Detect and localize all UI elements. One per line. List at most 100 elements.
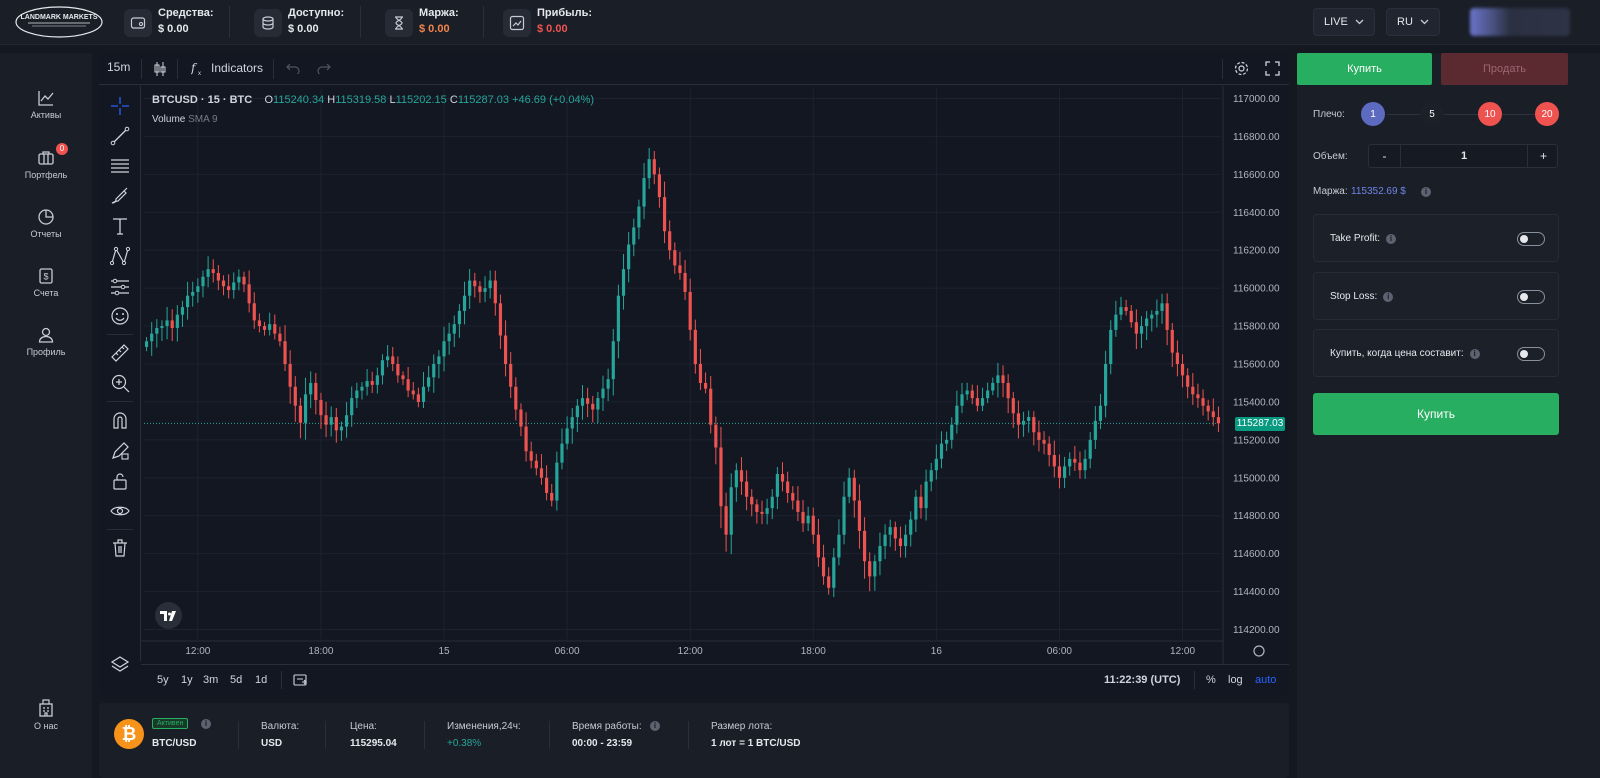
candle-body [647, 159, 651, 179]
candle-body [939, 443, 944, 459]
candle-body [1170, 329, 1174, 353]
text-tool-icon[interactable] [109, 215, 131, 237]
trend-line-icon[interactable] [109, 125, 131, 147]
sidebar-item-about[interactable]: О нас [0, 698, 92, 731]
user-menu-avatar[interactable] [1470, 8, 1570, 36]
candle-body [391, 356, 395, 364]
limit-order-toggle[interactable] [1517, 347, 1545, 361]
pattern-icon[interactable] [109, 245, 131, 267]
candle-body [1001, 375, 1005, 383]
info-icon[interactable]: i [1386, 233, 1397, 244]
prediction-icon[interactable] [109, 275, 131, 297]
stop-loss-toggle[interactable] [1517, 290, 1545, 304]
horizontal-lines-icon[interactable] [109, 155, 131, 177]
sidebar-item-label: Портфель [24, 170, 68, 180]
candles-icon[interactable] [152, 61, 168, 77]
candle-body [575, 405, 579, 418]
indicators-button[interactable]: Indicators [211, 61, 264, 75]
volume-stepper: - 1 + [1368, 144, 1558, 168]
candle-body [155, 327, 159, 334]
range-1d-button[interactable]: 1d [255, 674, 268, 686]
buy-button[interactable]: Купить [1313, 393, 1559, 435]
info-icon[interactable]: i [201, 719, 211, 729]
interval-button[interactable]: 15m [107, 60, 131, 74]
candle-body [832, 557, 836, 588]
eye-icon[interactable] [109, 500, 131, 522]
divider [273, 59, 274, 79]
emoji-icon[interactable] [109, 305, 131, 327]
y-tick-label: 114200.00 [1233, 625, 1280, 636]
ruler-icon[interactable] [109, 342, 131, 364]
sidebar: Активы 0 Портфель Отчеты $ Счета Профиль… [0, 53, 92, 778]
candle-body [1180, 364, 1185, 376]
candle-body [534, 460, 538, 469]
candle-body [796, 500, 800, 512]
volume-input[interactable]: 1 [1400, 145, 1528, 167]
candle-body [478, 286, 482, 292]
zoom-in-icon[interactable] [109, 372, 131, 394]
redo-icon[interactable] [317, 62, 331, 74]
language-select[interactable]: RU [1386, 8, 1440, 36]
sidebar-item-reports[interactable]: Отчеты [0, 208, 92, 239]
candle-body [739, 470, 744, 482]
pencil-lock-icon[interactable] [109, 440, 131, 462]
sidebar-item-portfolio[interactable]: 0 Портфель [0, 143, 92, 180]
trash-icon[interactable] [109, 537, 131, 559]
increase-button[interactable]: + [1539, 149, 1547, 163]
sidebar-item-accounts[interactable]: $ Счета [0, 267, 92, 298]
sidebar-item-profile[interactable]: Профиль [0, 326, 92, 357]
magnet-icon[interactable] [109, 410, 131, 432]
candle-body [714, 424, 718, 448]
percent-toggle[interactable]: % [1206, 674, 1216, 686]
leverage-option-10[interactable]: 10 [1478, 102, 1502, 126]
take-profit-toggle[interactable] [1517, 232, 1545, 246]
crosshair-icon[interactable] [109, 95, 131, 117]
lock-icon[interactable] [109, 470, 131, 492]
change-value: +46.69 (+0.04%) [512, 94, 595, 106]
brand-logo[interactable]: LANDMARK MARKETS [14, 5, 104, 39]
range-5d-button[interactable]: 5d [230, 674, 243, 686]
decrease-button[interactable]: - [1382, 149, 1387, 163]
info-icon[interactable]: i [650, 721, 660, 731]
last-price-tag: 115287.03 [1235, 417, 1285, 431]
leverage-option-5[interactable]: 5 [1420, 102, 1444, 126]
status-badge: Активен [152, 718, 189, 729]
sell-tab[interactable]: Продать [1441, 53, 1568, 85]
candle-body [273, 324, 277, 334]
candle-body [775, 474, 779, 497]
sidebar-item-assets[interactable]: Активы [0, 89, 92, 120]
undo-icon[interactable] [286, 62, 300, 74]
log-toggle[interactable]: log [1228, 674, 1243, 686]
layers-icon[interactable] [109, 654, 131, 676]
buy-tab[interactable]: Купить [1297, 53, 1432, 85]
leverage-option-20[interactable]: 20 [1535, 102, 1559, 126]
hours-value: 00:00 - 23:59 [572, 738, 633, 749]
candle-body [375, 375, 379, 385]
leverage-option-1[interactable]: 1 [1361, 102, 1385, 126]
candle-body [1139, 326, 1144, 334]
range-5y-button[interactable]: 5y [157, 674, 169, 686]
candle-body [642, 178, 646, 207]
utc-time[interactable]: 11:22:39 (UTC) [1104, 674, 1181, 686]
fullscreen-icon[interactable] [1265, 61, 1280, 76]
candle-body [319, 400, 323, 416]
tradingview-logo-icon[interactable] [155, 602, 182, 629]
info-icon[interactable]: i [1421, 187, 1431, 197]
settings-gear-icon[interactable] [1233, 60, 1250, 77]
range-3m-button[interactable]: 3m [203, 674, 219, 686]
info-icon[interactable]: i [1469, 348, 1480, 359]
candle-body [150, 333, 154, 342]
candle-body [1032, 417, 1036, 433]
candlestick-chart[interactable]: 117000.00 116800.00 116600.00 116400.00 1162… [99, 53, 1289, 695]
candle-body [524, 426, 528, 452]
axis-settings-icon[interactable] [1253, 645, 1265, 657]
date-range-icon[interactable] [293, 673, 309, 687]
brush-icon[interactable] [109, 185, 131, 207]
candle-body [1062, 466, 1067, 478]
info-icon[interactable]: i [1383, 291, 1394, 302]
auto-toggle[interactable]: auto [1255, 674, 1277, 686]
candle-body [868, 561, 872, 577]
range-1y-button[interactable]: 1y [181, 674, 193, 686]
account-mode-select[interactable]: LIVE [1313, 8, 1375, 36]
